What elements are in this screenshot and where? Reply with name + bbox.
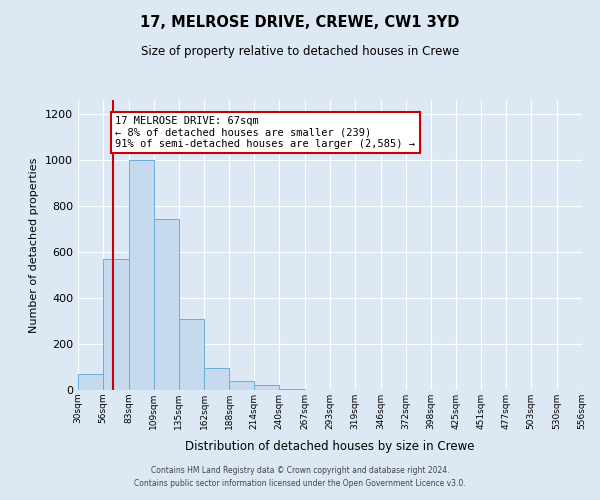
Bar [103,259,129,390]
Bar [179,318,205,390]
Bar [279,389,305,390]
Text: Contains HM Land Registry data © Crown copyright and database right 2024.
Contai: Contains HM Land Registry data © Crown c… [134,466,466,487]
Y-axis label: Number of detached properties: Number of detached properties [29,158,40,332]
Bar [129,160,154,390]
Text: 17, MELROSE DRIVE, CREWE, CW1 3YD: 17, MELROSE DRIVE, CREWE, CW1 3YD [140,15,460,30]
Bar [205,368,229,390]
Bar [254,386,279,390]
Bar [154,218,179,390]
Bar [229,382,254,390]
Text: Size of property relative to detached houses in Crewe: Size of property relative to detached ho… [141,45,459,58]
X-axis label: Distribution of detached houses by size in Crewe: Distribution of detached houses by size … [185,440,475,454]
Text: 17 MELROSE DRIVE: 67sqm
← 8% of detached houses are smaller (239)
91% of semi-de: 17 MELROSE DRIVE: 67sqm ← 8% of detached… [115,116,415,150]
Bar [78,374,103,390]
